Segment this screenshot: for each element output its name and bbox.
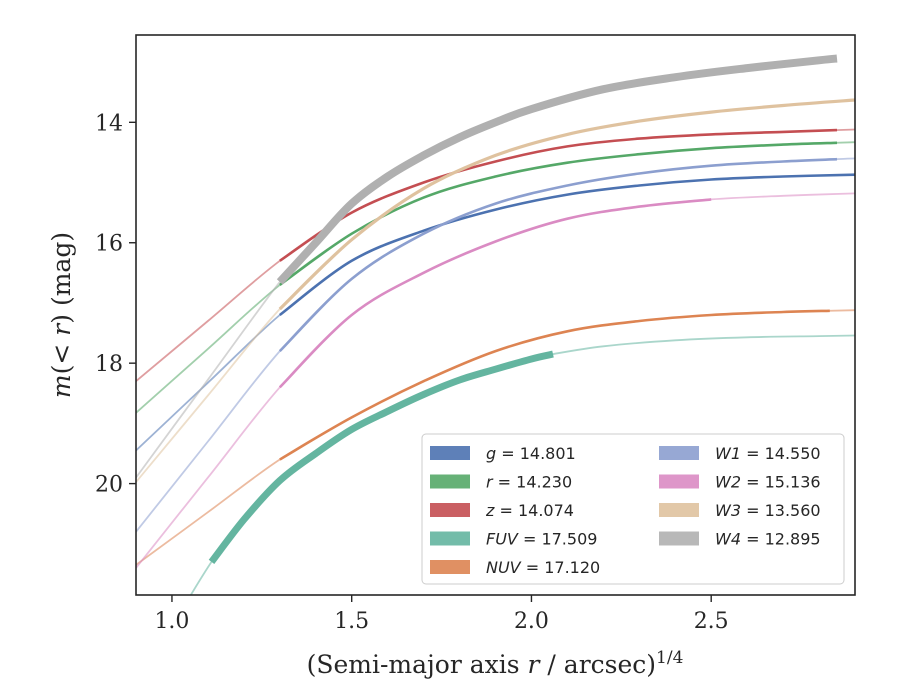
series-w4 [136,54,838,479]
legend-swatch [430,560,470,574]
series-line-measured [278,198,712,389]
legend-swatch [430,503,470,517]
series-line-measured [278,98,855,311]
series-line-measured [279,141,838,286]
series-fuv [189,334,855,595]
series-line-measured [279,309,830,461]
x-tick-label: 2.5 [694,609,729,634]
legend-label: W4 = 12.895 [715,530,821,549]
series-w1 [136,157,855,533]
y-tick-label: 16 [95,232,123,257]
legend-swatch [430,531,470,546]
legend-swatch [659,474,699,489]
series-z [136,128,855,382]
legend-label: z = 14.074 [485,501,574,520]
legend-label: W1 = 14.550 [715,444,821,463]
legend-swatch [659,531,699,546]
legend: g = 14.801 r = 14.230 z = 14.074 FUV = 17.5… [421,433,845,585]
plot-frame [135,34,856,596]
series-line-measured [276,54,838,285]
series-line-measured [279,173,855,317]
x-tick-label: 2.0 [514,609,549,634]
series-line-measured [279,128,838,262]
legend-label: NUV = 17.120 [486,558,600,577]
series-nuv [136,309,855,566]
x-tick-label: 1.5 [334,609,369,634]
series-g [136,173,855,452]
legend-label: g = 14.801 [486,444,576,463]
legend-swatch [430,446,470,460]
series-line-measured [278,157,838,353]
legend-label: W3 = 13.560 [715,501,821,520]
legend-label: r = 14.230 [486,473,572,492]
series-w2 [136,192,855,569]
legend-swatch [430,474,470,489]
legend-label: W2 = 15.136 [715,473,821,492]
y-axis-title: m(< r) (mag) [47,232,76,398]
y-tick-label: 20 [95,473,123,498]
series-w3 [136,98,855,483]
y-tick-label: 18 [95,352,123,377]
legend-box [421,433,845,585]
x-tick-label: 1.0 [154,609,189,634]
legend-label: FUV = 17.509 [486,530,597,549]
x-axis-title: (Semi-major axis r / arcsec)1/4 [307,648,684,679]
series-layer [136,54,855,595]
x-axis: 1.0 1.5 2.0 2.5 [154,595,729,634]
legend-swatch [659,503,699,517]
y-axis: 14 16 18 20 [95,111,136,498]
series-line-measured [208,350,554,565]
legend-swatch [659,446,699,460]
series-r [136,141,855,414]
y-tick-label: 14 [95,111,123,136]
